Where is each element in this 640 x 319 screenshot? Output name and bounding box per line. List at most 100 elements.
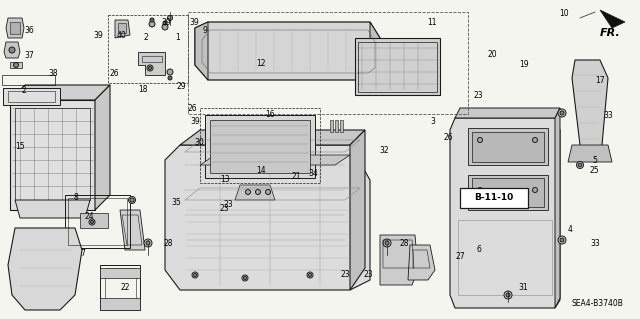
- Circle shape: [168, 76, 172, 80]
- Text: 24: 24: [84, 212, 95, 221]
- Polygon shape: [572, 60, 608, 160]
- Text: 22: 22: [120, 283, 129, 292]
- Text: 2: 2: [143, 33, 148, 42]
- Text: 25: 25: [589, 166, 599, 175]
- Polygon shape: [468, 128, 548, 165]
- Circle shape: [385, 241, 389, 245]
- Circle shape: [577, 161, 584, 168]
- Circle shape: [255, 189, 260, 195]
- Polygon shape: [138, 52, 165, 75]
- Circle shape: [560, 111, 564, 115]
- Polygon shape: [568, 145, 612, 162]
- Text: 18: 18: [139, 85, 148, 94]
- Polygon shape: [340, 120, 343, 132]
- Text: B-11-10: B-11-10: [474, 194, 514, 203]
- Circle shape: [90, 220, 93, 224]
- Text: 23: 23: [363, 271, 373, 279]
- Polygon shape: [6, 18, 24, 38]
- Polygon shape: [80, 213, 108, 228]
- Text: 26: 26: [187, 104, 197, 113]
- Circle shape: [504, 291, 512, 299]
- Circle shape: [477, 137, 483, 143]
- Text: 28: 28: [164, 239, 173, 248]
- Polygon shape: [408, 245, 435, 280]
- Polygon shape: [15, 200, 90, 218]
- Circle shape: [266, 189, 271, 195]
- Text: 36: 36: [24, 26, 35, 35]
- Text: 26: 26: [109, 69, 119, 78]
- Text: 9: 9: [202, 26, 207, 35]
- Circle shape: [307, 272, 313, 278]
- Text: 34: 34: [308, 169, 319, 178]
- Polygon shape: [380, 235, 418, 285]
- Text: 30: 30: [195, 138, 205, 147]
- FancyBboxPatch shape: [460, 188, 528, 208]
- Text: 29: 29: [176, 82, 186, 91]
- Polygon shape: [10, 22, 20, 34]
- Polygon shape: [210, 120, 310, 173]
- Polygon shape: [350, 130, 365, 290]
- Circle shape: [246, 189, 250, 195]
- Text: 3: 3: [431, 117, 436, 126]
- Text: 1: 1: [175, 33, 180, 42]
- Text: 10: 10: [559, 9, 570, 18]
- Circle shape: [130, 198, 134, 202]
- Text: 23: 23: [223, 200, 233, 209]
- Polygon shape: [335, 120, 338, 132]
- Circle shape: [578, 163, 582, 167]
- Polygon shape: [5, 5, 633, 313]
- Text: 14: 14: [256, 166, 266, 175]
- Circle shape: [13, 63, 19, 68]
- Polygon shape: [10, 100, 95, 210]
- Polygon shape: [10, 62, 22, 68]
- Polygon shape: [200, 155, 350, 165]
- Circle shape: [150, 18, 154, 22]
- Text: 15: 15: [15, 142, 26, 151]
- Text: 20: 20: [488, 50, 498, 59]
- Polygon shape: [330, 120, 333, 132]
- Text: 23: 23: [474, 91, 484, 100]
- Circle shape: [167, 69, 173, 75]
- Polygon shape: [3, 88, 60, 105]
- Circle shape: [532, 137, 538, 143]
- Polygon shape: [115, 20, 130, 38]
- Polygon shape: [195, 22, 380, 80]
- Text: 32: 32: [379, 146, 389, 155]
- Text: 13: 13: [220, 175, 230, 184]
- Polygon shape: [8, 228, 82, 310]
- Polygon shape: [10, 85, 110, 100]
- Polygon shape: [100, 268, 140, 278]
- Polygon shape: [165, 145, 370, 290]
- Polygon shape: [180, 130, 365, 145]
- Polygon shape: [100, 298, 140, 310]
- Polygon shape: [355, 38, 440, 95]
- Circle shape: [558, 109, 566, 117]
- Text: 5: 5: [593, 156, 598, 165]
- Text: 33: 33: [603, 111, 613, 120]
- Text: FR.: FR.: [600, 28, 621, 38]
- Text: 16: 16: [265, 110, 275, 119]
- Text: 4: 4: [567, 225, 572, 234]
- Circle shape: [506, 293, 510, 297]
- Polygon shape: [600, 10, 625, 28]
- Circle shape: [129, 197, 136, 204]
- Polygon shape: [455, 108, 560, 118]
- Polygon shape: [195, 22, 208, 80]
- Circle shape: [308, 273, 312, 277]
- Circle shape: [383, 239, 391, 247]
- Circle shape: [9, 47, 15, 53]
- Text: 28: 28: [400, 239, 409, 248]
- Text: 7: 7: [81, 249, 86, 258]
- Polygon shape: [472, 132, 544, 162]
- Text: 27: 27: [456, 252, 466, 261]
- Circle shape: [149, 21, 155, 27]
- Polygon shape: [450, 118, 560, 308]
- Circle shape: [168, 16, 173, 20]
- Text: 21: 21: [292, 172, 301, 181]
- Text: 17: 17: [595, 76, 605, 85]
- Circle shape: [560, 238, 564, 242]
- Text: 35: 35: [171, 198, 181, 207]
- Text: 37: 37: [24, 51, 35, 60]
- Text: 26: 26: [443, 133, 453, 142]
- Circle shape: [193, 273, 196, 277]
